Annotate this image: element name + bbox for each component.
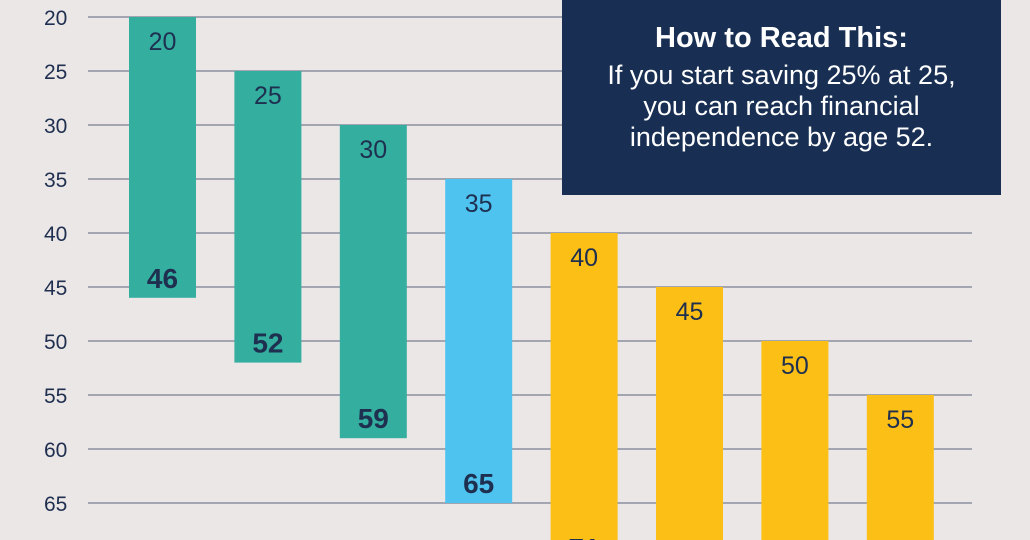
y-tick-label: 25 — [44, 61, 67, 84]
bar-start-label: 45 — [676, 298, 704, 326]
bar — [339, 125, 407, 439]
y-tick-label: 50 — [44, 331, 67, 354]
bar-start-label: 30 — [359, 136, 387, 164]
annotation-body: If you start saving 25% at 25, you can r… — [607, 60, 956, 152]
y-tick-label: 65 — [44, 493, 67, 516]
bar — [129, 17, 196, 298]
bar — [761, 341, 829, 540]
bars — [129, 17, 934, 540]
y-tick-label: 35 — [44, 169, 67, 192]
bar — [234, 71, 302, 363]
bar-end-label: 71 — [569, 533, 600, 540]
bar-start-label: 20 — [149, 28, 177, 56]
bar-start-label: 35 — [465, 190, 493, 218]
y-axis-ticks: 20 25 30 35 40 45 50 55 60 65 — [44, 7, 67, 516]
annotation-title: How to Read This: — [655, 22, 908, 54]
bar — [550, 233, 618, 540]
bar-end-label: 46 — [147, 263, 178, 294]
bar-end-label: 52 — [252, 328, 283, 359]
y-tick-label: 60 — [44, 439, 67, 462]
bar-start-label: 55 — [886, 406, 914, 434]
how-to-read-annotation: How to Read This: If you start saving 25… — [562, 0, 1001, 195]
bar-end-label: 59 — [358, 403, 389, 434]
bar — [866, 395, 934, 540]
bar-end-label: 65 — [463, 468, 494, 499]
bar — [656, 287, 723, 540]
y-tick-label: 45 — [44, 277, 67, 300]
y-tick-label: 40 — [44, 223, 67, 246]
y-tick-label: 20 — [44, 7, 67, 30]
bar-start-label: 25 — [254, 82, 282, 110]
y-tick-label: 55 — [44, 385, 67, 408]
bar-start-label: 40 — [570, 244, 598, 272]
bar — [445, 179, 513, 503]
bar-labels: 20 46 25 52 30 59 35 65 40 71 45 50 55 — [147, 28, 914, 540]
y-tick-label: 30 — [44, 115, 67, 138]
bar-start-label: 50 — [781, 352, 809, 380]
